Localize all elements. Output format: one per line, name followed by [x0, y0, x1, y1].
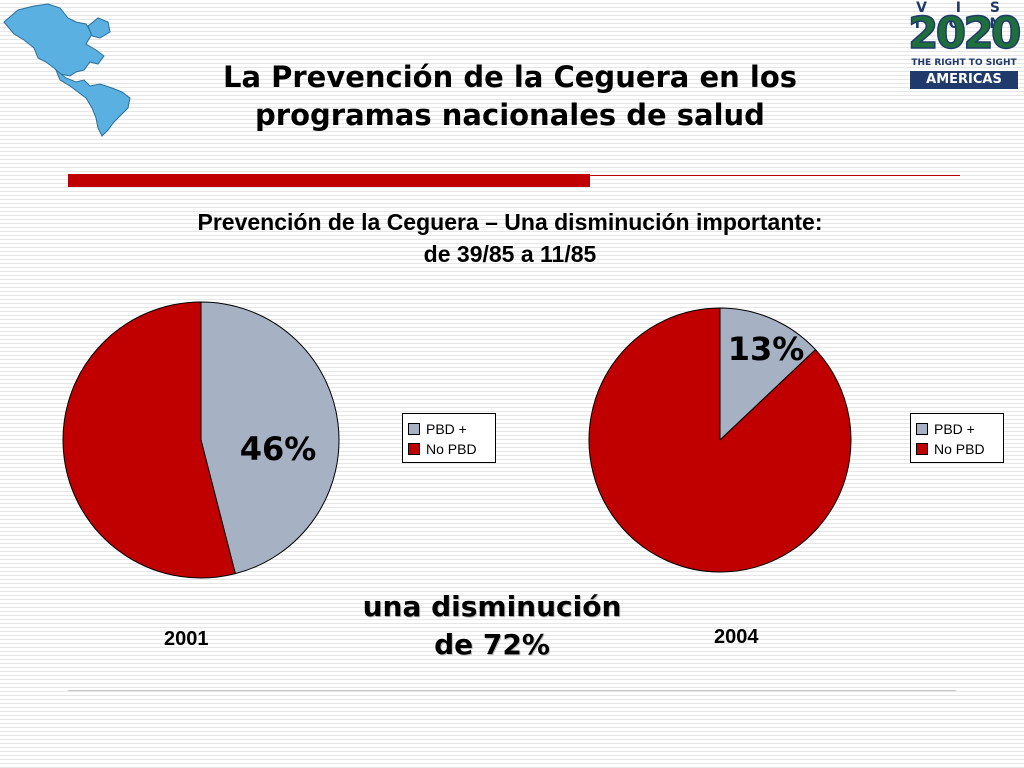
chart-subtitle-line1: Prevención de la Ceguera – Una disminuci… — [197, 209, 823, 235]
legend-2004-label-no-pbd: No PBD — [934, 441, 985, 457]
pie-2001-slice-pbd-plus — [200, 301, 340, 575]
legend-2004-item-no-pbd: No PBD — [916, 439, 1003, 459]
decrease-annotation-line1: una disminución — [362, 590, 622, 623]
pie-2004-data-label-pbd-plus: 13% — [728, 330, 805, 368]
chart-subtitle: Prevención de la Ceguera – Una disminuci… — [100, 206, 920, 270]
pie-2001-data-label-pbd-plus: 46% — [240, 430, 317, 468]
slide-title-line1: La Prevención de la Ceguera en los — [222, 60, 798, 94]
legend-2004: PBD + No PBD — [910, 413, 1004, 463]
chart-2004-year-label: 2004 — [714, 626, 759, 648]
legend-2001-swatch-no-pbd — [408, 443, 420, 455]
title-accent-line — [590, 175, 960, 176]
legend-2001-item-no-pbd: No PBD — [408, 439, 495, 459]
legend-2001-label-pbd-plus: PBD + — [426, 421, 467, 437]
vision-2020-logo: V I S I O N 2020 THE RIGHT TO SIGHT AMER… — [904, 0, 1024, 92]
legend-2004-label-pbd-plus: PBD + — [934, 421, 975, 437]
title-accent-bar — [68, 174, 590, 187]
legend-2004-swatch-pbd-plus — [916, 423, 928, 435]
slide-title: La Prevención de la Ceguera en los progr… — [140, 58, 880, 134]
chart-subtitle-line2: de 39/85 a 11/85 — [423, 241, 597, 267]
decrease-annotation-line2: de 72% — [434, 628, 550, 661]
logo-vision-text: V I S I O N — [914, 0, 1014, 32]
americas-map-logo — [3, 3, 131, 137]
legend-2001-label-no-pbd: No PBD — [426, 441, 477, 457]
pie-2004-slice-no-pbd — [588, 307, 852, 573]
logo-tagline: THE RIGHT TO SIGHT — [911, 58, 1017, 68]
footer-divider — [68, 690, 956, 691]
legend-2001: PBD + No PBD — [402, 413, 496, 463]
chart-2001-year-label: 2001 — [164, 628, 209, 650]
legend-2004-swatch-no-pbd — [916, 443, 928, 455]
pie-2001-slice-no-pbd — [62, 301, 236, 579]
legend-2001-swatch-pbd-plus — [408, 423, 420, 435]
logo-2020-number: 2020 — [907, 8, 1022, 59]
slide-title-line2: programas nacionales de salud — [255, 98, 765, 132]
decrease-annotation: una disminución de 72% — [342, 588, 642, 664]
legend-2001-item-pbd-plus: PBD + — [408, 419, 495, 439]
legend-2004-item-pbd-plus: PBD + — [916, 419, 1003, 439]
logo-region-banner: AMERICAS — [910, 71, 1018, 89]
pie-2004-slice-pbd-plus — [719, 307, 817, 442]
